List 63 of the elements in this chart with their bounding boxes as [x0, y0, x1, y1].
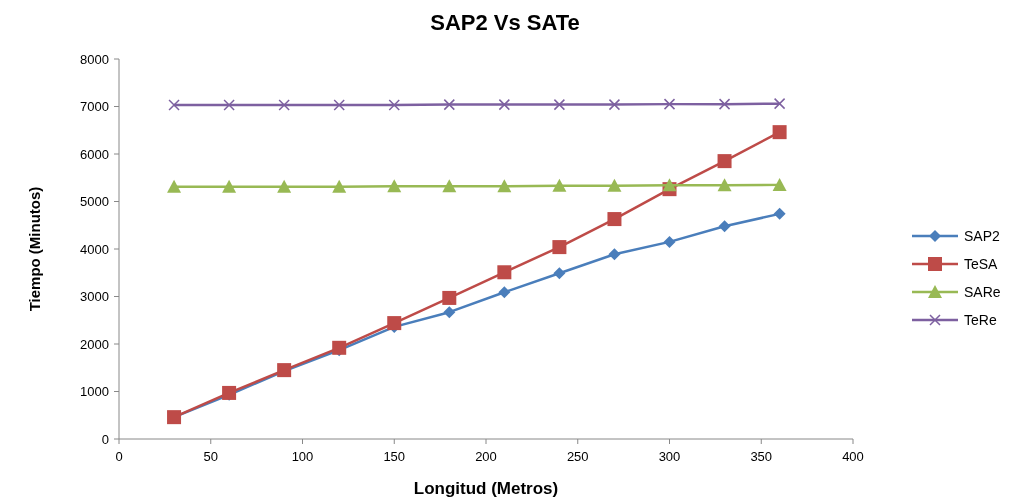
x-tick-label: 300 [658, 449, 681, 464]
legend-label: TeSA [964, 255, 999, 272]
point [498, 286, 511, 299]
point [498, 98, 511, 111]
x-tick-label: 250 [566, 449, 589, 464]
point [443, 306, 456, 319]
point [662, 178, 677, 192]
point [278, 99, 290, 111]
point [333, 99, 345, 111]
point [607, 212, 622, 227]
point [332, 340, 347, 355]
point [553, 98, 566, 111]
point [442, 179, 457, 193]
point [443, 98, 456, 111]
y-tick-label: 6000 [80, 146, 109, 162]
x-axis-title: Longitud (Metros) [413, 479, 559, 498]
chart-title: SAP2 Vs SATe [430, 10, 580, 35]
point [553, 267, 566, 280]
point [718, 98, 731, 110]
y-tick-label: 3000 [80, 289, 109, 305]
point [663, 235, 676, 248]
legend-label: SAP2 [964, 227, 1001, 244]
y-tick-label: 7000 [80, 99, 109, 115]
point [332, 179, 347, 193]
x-tick-label: 0 [115, 449, 123, 464]
legend-label: SARe [964, 283, 1001, 300]
point [772, 125, 787, 140]
point [552, 240, 567, 255]
point [772, 177, 787, 191]
point [552, 178, 567, 192]
y-axis-title: Tiempo (Minutos) [26, 186, 43, 312]
point [717, 154, 732, 169]
y-tick-label: 8000 [80, 51, 109, 67]
x-tick-label: 350 [750, 449, 773, 464]
point [663, 98, 676, 110]
point [717, 178, 732, 192]
y-tick-label: 1000 [80, 384, 109, 400]
point [168, 99, 180, 111]
x-tick-label: 100 [291, 449, 314, 464]
legend-label: TeRe [964, 311, 997, 328]
point [388, 99, 400, 111]
point [167, 179, 182, 193]
point [497, 265, 512, 280]
point [608, 98, 621, 111]
point [223, 99, 235, 111]
point [608, 248, 621, 261]
point [387, 179, 402, 193]
point [773, 97, 786, 110]
x-tick-label: 200 [475, 449, 497, 464]
point [442, 290, 457, 305]
x-tick-label: 400 [842, 449, 864, 464]
point [277, 179, 292, 193]
point [773, 207, 786, 220]
y-tick-label: 2000 [80, 336, 109, 352]
y-tick-label: 0 [101, 431, 109, 447]
y-tick-label: 5000 [80, 194, 109, 210]
point [222, 179, 237, 193]
point [607, 178, 622, 192]
y-tick-label: 4000 [80, 241, 109, 257]
x-tick-label: 150 [383, 449, 406, 464]
x-tick-label: 50 [203, 449, 218, 464]
point [497, 179, 512, 193]
point [718, 220, 731, 233]
